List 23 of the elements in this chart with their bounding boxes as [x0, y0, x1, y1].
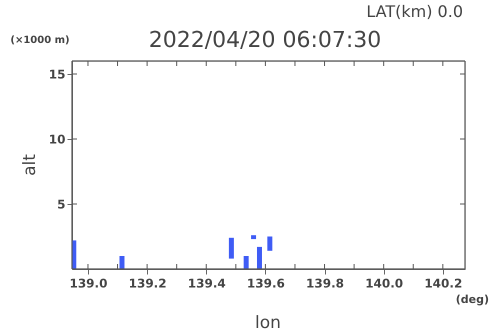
- text: (deg): [456, 293, 489, 306]
- bar: [251, 235, 256, 240]
- y-tick-label: 15: [48, 68, 66, 82]
- y-axis-title: alt: [20, 154, 40, 176]
- bar: [228, 238, 234, 259]
- text: LAT(km) 0.0: [366, 2, 463, 21]
- x-tick-label: 139.0: [69, 276, 108, 290]
- x-tick-label: 140.2: [424, 276, 462, 290]
- bar: [244, 256, 249, 269]
- x-tick-label: 139.2: [128, 276, 167, 290]
- x-axis-title: lon: [255, 313, 281, 331]
- bar: [267, 236, 272, 251]
- y-tick-label: 10: [48, 132, 66, 146]
- bar: [72, 240, 76, 269]
- x-tick-label: 140.0: [365, 276, 404, 290]
- x-tick-label: 139.8: [306, 276, 344, 290]
- bar: [119, 256, 124, 269]
- bar: [256, 246, 262, 269]
- chart-title: 2022/04/20 06:07:30: [148, 28, 382, 53]
- x-tick-label: 139.4: [188, 276, 226, 290]
- x-tick-label: 139.6: [246, 276, 285, 290]
- y-tick-label: 5: [57, 198, 66, 212]
- text: (×1000 m): [10, 35, 70, 46]
